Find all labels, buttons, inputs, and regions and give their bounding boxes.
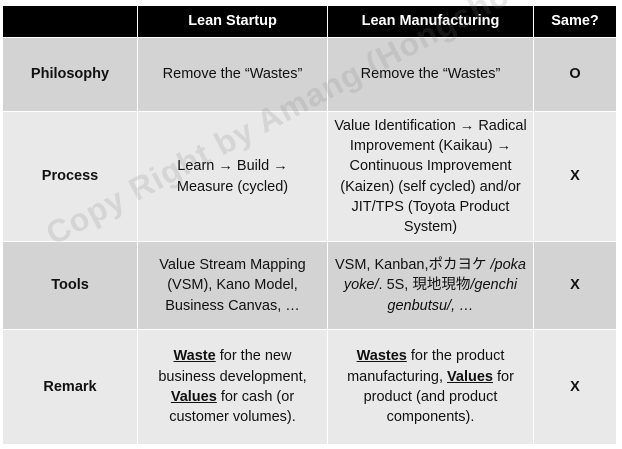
- remark-manufacturing-wastes-text: for the product manufacturing,: [347, 348, 505, 385]
- row-label-philosophy: Philosophy: [3, 38, 138, 112]
- row-label-remark: Remark: [3, 330, 138, 445]
- row-label-tools: Tools: [3, 242, 138, 330]
- remark-startup-waste-text: for the new business development,: [158, 348, 307, 385]
- remark-same: X: [534, 330, 616, 445]
- remark-manufacturing-values: Values: [447, 368, 493, 385]
- tools-manufacturing-part5: /genchi genbutsu/, …: [387, 277, 518, 314]
- process-startup: Learn → Build → Measure (cycled): [138, 112, 328, 242]
- remark-startup-values-text: for cash (or customer volumes).: [169, 389, 296, 426]
- process-startup-line1: Learn → Build →: [177, 158, 288, 175]
- header-lean-manufacturing: Lean Manufacturing: [328, 6, 534, 38]
- row-label-process: Process: [3, 112, 138, 242]
- process-startup-line2: Measure (cycled): [176, 178, 289, 195]
- tools-manufacturing-part4: 現地現物: [412, 277, 471, 294]
- philosophy-manufacturing: Remove the “Wastes”: [328, 38, 534, 112]
- header-lean-startup: Lean Startup: [138, 6, 328, 38]
- remark-startup-waste: Waste: [173, 348, 216, 365]
- philosophy-startup: Remove the “Wastes”: [138, 38, 328, 112]
- tools-startup: Value Stream Mapping (VSM), Kano Model, …: [138, 242, 328, 330]
- process-same: X: [534, 112, 616, 242]
- philosophy-same: O: [534, 38, 616, 112]
- tools-manufacturing-part1: VSM, Kanban,ポカヨケ: [334, 257, 487, 274]
- remark-startup: Waste for the new business development, …: [138, 330, 328, 445]
- tools-same: X: [534, 242, 616, 330]
- comparison-table: Lean Startup Lean Manufacturing Same? Ph…: [3, 6, 616, 445]
- header-corner: [3, 6, 138, 38]
- remark-manufacturing-wastes: Wastes: [356, 348, 407, 365]
- process-manufacturing: Value Identification → Radical Improveme…: [328, 112, 534, 242]
- remark-startup-values: Values: [170, 389, 217, 405]
- tools-manufacturing-part2: /poka yoke/: [343, 257, 526, 294]
- remark-manufacturing-values-text: for product (and product components).: [363, 368, 514, 426]
- remark-manufacturing: Wastes for the product manufacturing, Va…: [328, 330, 534, 445]
- tools-manufacturing: VSM, Kanban,ポカヨケ /poka yoke/. 5S, 現地現物/g…: [328, 242, 534, 330]
- tools-manufacturing-part3: . 5S,: [378, 277, 409, 294]
- header-same: Same?: [534, 6, 616, 38]
